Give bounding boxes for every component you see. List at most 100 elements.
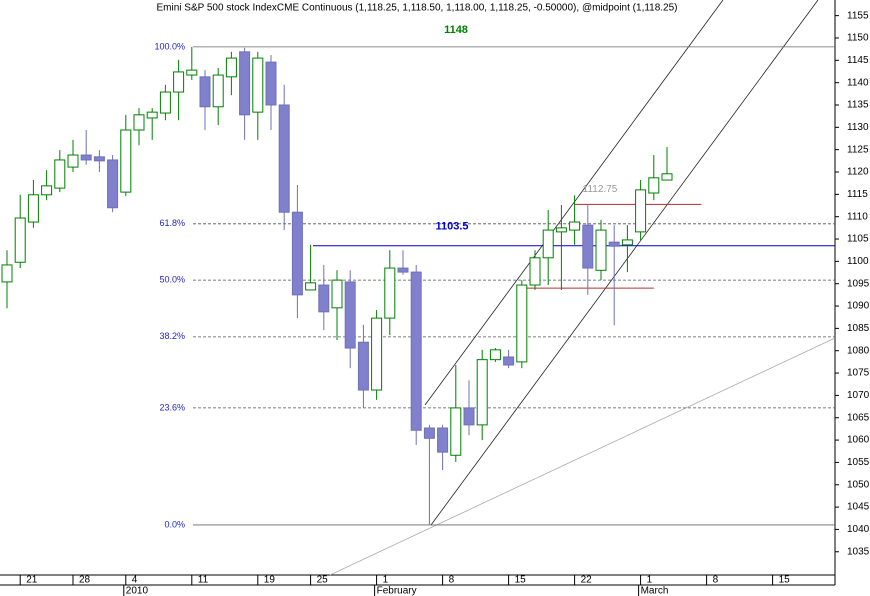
trend-lines bbox=[329, 0, 836, 576]
fib-label: 0.0% bbox=[164, 519, 185, 529]
x-tick-label: 1 bbox=[383, 575, 389, 586]
candle-body bbox=[661, 173, 673, 181]
candle-body bbox=[107, 159, 119, 209]
x-tick-label: 19 bbox=[264, 575, 276, 586]
candle-body bbox=[239, 51, 251, 116]
candle-body bbox=[489, 349, 501, 361]
candle-body bbox=[186, 69, 198, 76]
candle-body bbox=[212, 74, 224, 108]
candle-body bbox=[331, 279, 343, 309]
candle-body bbox=[384, 267, 396, 319]
fib-label: 100.0% bbox=[154, 41, 185, 51]
y-tick-label: 1090 bbox=[847, 301, 870, 312]
candle-body bbox=[133, 114, 145, 131]
y-tick-label: 1155 bbox=[847, 10, 869, 21]
candle-body bbox=[159, 91, 171, 114]
y-tick-label: 1110 bbox=[847, 211, 868, 222]
candle-body bbox=[305, 282, 317, 291]
month-label: February bbox=[377, 586, 417, 596]
annotation: 1112.75 bbox=[583, 184, 618, 195]
fib-label: 23.6% bbox=[159, 402, 185, 412]
candle-body bbox=[41, 185, 53, 196]
candle-body bbox=[291, 211, 303, 296]
fib-label: 50.0% bbox=[159, 275, 185, 285]
candle-body bbox=[67, 154, 79, 168]
candle-body bbox=[648, 177, 660, 194]
candle-body bbox=[318, 284, 330, 313]
candle-body bbox=[199, 76, 211, 108]
y-tick-label: 1045 bbox=[847, 502, 870, 513]
y-tick-label: 1070 bbox=[847, 390, 870, 401]
x-tick-label: 25 bbox=[317, 575, 329, 586]
candle-body bbox=[173, 71, 185, 93]
candle-body bbox=[80, 154, 92, 161]
channel-lower bbox=[430, 0, 819, 526]
candle-body bbox=[595, 229, 607, 271]
y-tick-label: 1105 bbox=[847, 234, 869, 245]
candle-body bbox=[621, 239, 633, 246]
y-tick-label: 1035 bbox=[847, 546, 870, 557]
x-tick-label: 8 bbox=[713, 575, 719, 586]
candle-body bbox=[120, 129, 132, 193]
candle-body bbox=[1, 264, 13, 283]
x-tick-label: 1 bbox=[647, 575, 653, 586]
candle-body bbox=[410, 271, 422, 431]
annotation: 1148 bbox=[444, 24, 468, 36]
y-tick-label: 1055 bbox=[847, 457, 870, 468]
candle-body bbox=[542, 229, 554, 259]
y-tick-label: 1145 bbox=[847, 55, 869, 66]
candle-body bbox=[555, 227, 567, 233]
chart-title: Emini S&P 500 stock IndexCME Continuous … bbox=[156, 3, 677, 14]
x-tick-label: 8 bbox=[449, 575, 455, 586]
candle-body bbox=[146, 111, 158, 119]
candle-body bbox=[450, 407, 462, 456]
y-tick-label: 1125 bbox=[847, 144, 869, 155]
annotation: 1103.5 bbox=[435, 221, 468, 233]
candle-body bbox=[516, 284, 528, 363]
candle-body bbox=[14, 217, 26, 263]
candle-body bbox=[608, 241, 620, 247]
y-tick-label: 1050 bbox=[847, 479, 870, 490]
channel-upper bbox=[424, 0, 724, 406]
month-label: March bbox=[641, 586, 669, 596]
fib-label: 38.2% bbox=[159, 331, 185, 341]
candle-body bbox=[569, 221, 581, 231]
y-tick-label: 1100 bbox=[847, 256, 869, 267]
y-tick-label: 1140 bbox=[847, 77, 869, 88]
month-label: 2010 bbox=[126, 586, 149, 596]
candle-body bbox=[476, 359, 488, 426]
y-tick-label: 1095 bbox=[847, 278, 870, 289]
y-tick-label: 1080 bbox=[847, 345, 870, 356]
candle-body bbox=[371, 317, 383, 391]
y-tick-label: 1130 bbox=[847, 122, 869, 133]
x-tick-label: 11 bbox=[198, 575, 209, 586]
y-tick-label: 1135 bbox=[847, 100, 869, 111]
y-tick-label: 1065 bbox=[847, 412, 870, 423]
x-tick-label: 22 bbox=[581, 575, 593, 586]
candle-body bbox=[252, 57, 264, 113]
y-tick-label: 1085 bbox=[847, 323, 870, 334]
candle-body bbox=[529, 257, 541, 286]
x-tick-label: 15 bbox=[515, 575, 527, 586]
candle-body bbox=[357, 341, 369, 391]
candle-body bbox=[265, 61, 277, 106]
candle-body bbox=[503, 356, 515, 366]
candle-body bbox=[344, 281, 356, 349]
y-tick-label: 1120 bbox=[847, 167, 869, 178]
y-tick-label: 1075 bbox=[847, 368, 870, 379]
y-tick-label: 1060 bbox=[847, 435, 870, 446]
candle-body bbox=[397, 267, 409, 273]
x-tick-label: 21 bbox=[26, 575, 38, 586]
y-tick-label: 1150 bbox=[847, 33, 869, 44]
y-tick-label: 1040 bbox=[847, 524, 870, 535]
fib-label: 61.8% bbox=[159, 218, 185, 228]
candle-body bbox=[54, 159, 66, 189]
candle-body bbox=[437, 427, 449, 453]
fan-line bbox=[329, 337, 836, 576]
candle-body bbox=[463, 407, 475, 426]
candle-body bbox=[93, 156, 105, 162]
y-tick-label: 1115 bbox=[847, 189, 868, 200]
x-tick-label: 15 bbox=[779, 575, 791, 586]
